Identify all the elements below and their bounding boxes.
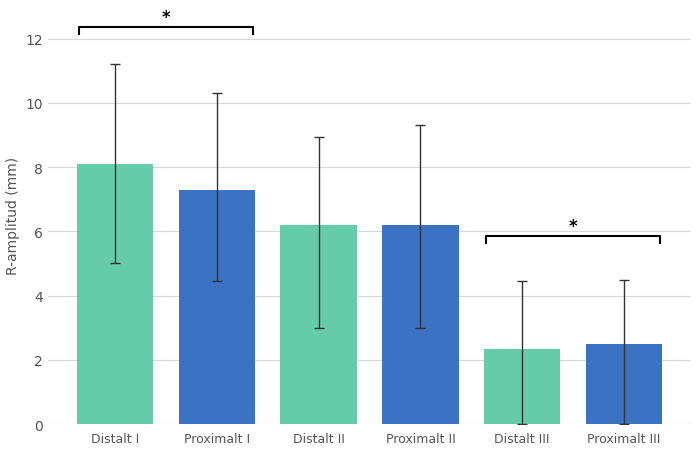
Bar <box>586 344 662 424</box>
Text: *: * <box>162 9 170 27</box>
Text: *: * <box>569 217 577 235</box>
Bar <box>280 226 357 424</box>
Bar <box>178 190 255 424</box>
Bar <box>77 165 153 424</box>
Bar <box>484 349 560 424</box>
Y-axis label: R-amplitud (mm): R-amplitud (mm) <box>6 157 20 275</box>
Bar <box>382 226 459 424</box>
